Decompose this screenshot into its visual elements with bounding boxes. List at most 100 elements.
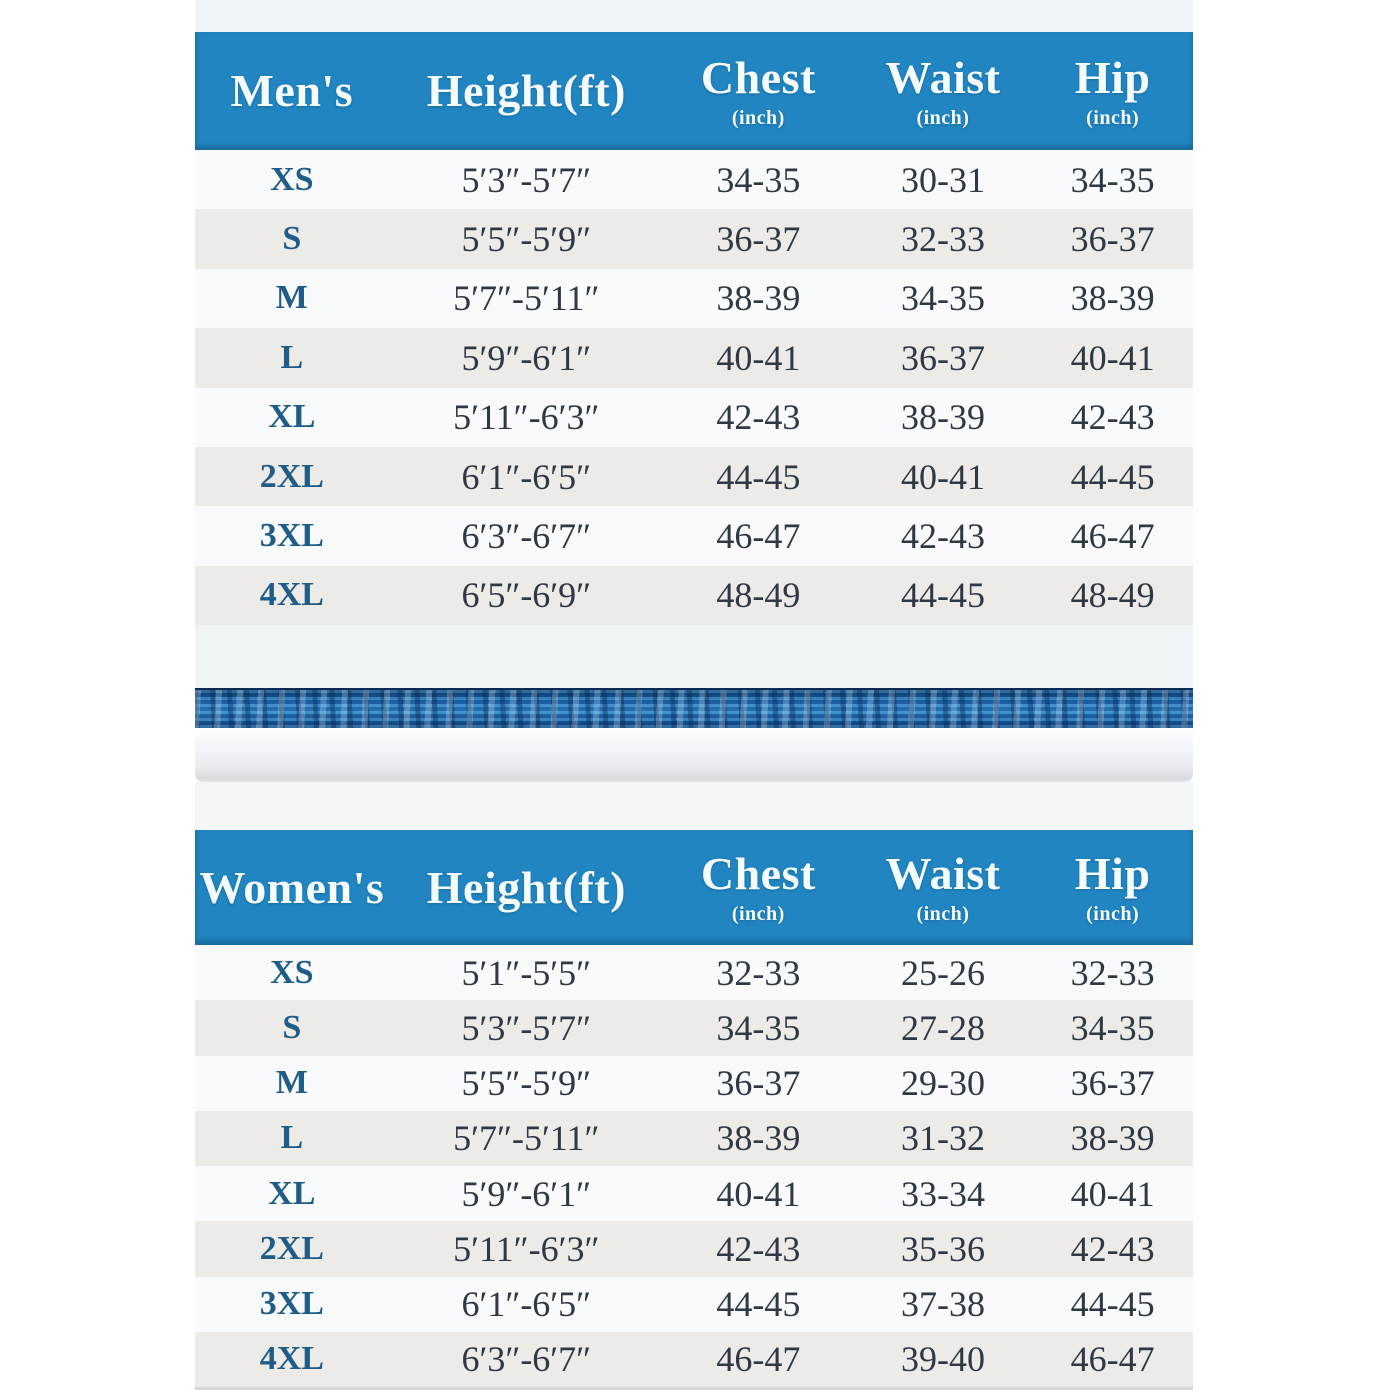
size-cell: XS	[270, 160, 314, 198]
mens-size-table: Men's Height(ft) Chest (inch) Waist (inc…	[194, 32, 1193, 625]
column-header-hip-unit: (inch)	[1086, 106, 1140, 129]
chest-cell: 32-33	[716, 952, 801, 993]
height-cell: 6′1″-6′5″	[461, 456, 592, 497]
column-header-waist-unit: (inch)	[916, 903, 970, 925]
table-row: 3XL 6′3″-6′7″ 46-47 42-43 46-47	[194, 506, 1193, 566]
table-row: M 5′7″-5′11″ 38-39 34-35 38-39	[194, 268, 1193, 329]
column-header-chest: Chest (inch)	[664, 51, 854, 128]
waist-cell: 34-35	[900, 278, 985, 319]
column-header-chest-label: Chest	[700, 51, 816, 103]
chest-cell: 44-45	[716, 1284, 801, 1325]
column-header-hip-unit: (inch)	[1086, 903, 1140, 925]
hip-cell: 36-37	[1070, 219, 1155, 260]
table-row: 4XL 6′5″-6′9″ 48-49 44-45 48-49	[194, 565, 1193, 625]
size-cell: L	[280, 338, 304, 376]
chest-cell: 46-47	[716, 515, 801, 556]
chest-cell: 36-37	[716, 219, 801, 260]
waist-cell: 25-26	[900, 952, 985, 993]
height-cell: 5′11″-6′3″	[453, 397, 600, 438]
chest-cell: 42-43	[716, 397, 801, 438]
waist-cell: 40-41	[900, 456, 985, 497]
column-header-hip-label: Hip	[1074, 51, 1151, 103]
height-cell: 6′3″-6′7″	[461, 515, 592, 556]
column-header-group-womens: Women's	[199, 861, 385, 913]
chest-cell: 40-41	[716, 337, 801, 378]
top-margin-strip	[194, 0, 1193, 32]
height-cell: 5′7″-5′11″	[453, 1118, 600, 1159]
height-cell: 5′9″-6′1″	[461, 337, 592, 378]
womens-table-header: Women's Height(ft) Chest (inch) Waist (i…	[194, 830, 1193, 945]
size-cell: XL	[268, 1174, 316, 1212]
waist-cell: 38-39	[900, 397, 985, 438]
size-cell: S	[282, 1008, 302, 1046]
chest-cell: 36-37	[716, 1063, 801, 1104]
hip-cell: 42-43	[1070, 1228, 1155, 1269]
column-header-chest-label: Chest	[700, 848, 816, 899]
size-cell: M	[275, 1064, 308, 1102]
table-row: 2XL 6′1″-6′5″ 44-45 40-41 44-45	[194, 446, 1193, 507]
height-cell: 5′9″-6′1″	[461, 1173, 592, 1214]
height-cell: 6′3″-6′7″	[461, 1339, 592, 1380]
hip-cell: 46-47	[1070, 515, 1155, 556]
chest-cell: 38-39	[716, 278, 801, 319]
waist-cell: 37-38	[900, 1284, 985, 1325]
column-header-hip-label: Hip	[1074, 848, 1151, 899]
size-cell: S	[282, 220, 302, 258]
column-header-waist-label: Waist	[885, 51, 1001, 103]
hip-cell: 32-33	[1070, 952, 1155, 993]
hip-cell: 40-41	[1070, 1173, 1155, 1214]
ocean-wave-strip-image	[194, 688, 1193, 728]
chest-cell: 46-47	[716, 1339, 801, 1380]
table-row: M 5′5″-5′9″ 36-37 29-30 36-37	[194, 1055, 1193, 1111]
pre-womens-strip	[194, 782, 1193, 830]
column-header-height: Height(ft)	[426, 65, 626, 116]
womens-size-table: Women's Height(ft) Chest (inch) Waist (i…	[194, 830, 1193, 1387]
chest-cell: 40-41	[716, 1173, 801, 1214]
size-cell: 4XL	[259, 1340, 324, 1378]
height-cell: 5′3″-5′7″	[461, 159, 592, 200]
height-cell: 5′5″-5′9″	[461, 219, 592, 260]
waist-cell: 36-37	[900, 337, 985, 378]
table-row: 4XL 6′3″-6′7″ 46-47 39-40 46-47	[194, 1331, 1193, 1387]
size-cell: XL	[268, 398, 316, 436]
womens-table-body: XS 5′1″-5′5″ 32-33 25-26 32-33 S 5′3″-5′7″ 34-3…	[194, 945, 1193, 1387]
hip-cell: 36-37	[1070, 1063, 1155, 1104]
hip-cell: 40-41	[1070, 337, 1155, 378]
waist-cell: 42-43	[900, 515, 985, 556]
height-cell: 5′7″-5′11″	[453, 278, 600, 319]
hip-cell: 42-43	[1070, 397, 1155, 438]
waist-cell: 27-28	[900, 1007, 985, 1048]
height-cell: 5′3″-5′7″	[461, 1007, 592, 1048]
size-cell: L	[280, 1119, 304, 1157]
height-cell: 6′1″-6′5″	[461, 1284, 592, 1325]
size-cell: M	[275, 279, 308, 317]
waist-cell: 35-36	[900, 1228, 985, 1269]
size-cell: 4XL	[259, 576, 324, 614]
size-cell: 2XL	[259, 457, 324, 495]
mens-table-header: Men's Height(ft) Chest (inch) Waist (inc…	[194, 32, 1193, 150]
height-cell: 6′5″-6′9″	[461, 575, 592, 616]
column-header-chest: Chest (inch)	[664, 848, 854, 925]
table-row: XS 5′1″-5′5″ 32-33 25-26 32-33	[194, 945, 1193, 1001]
table-row: L 5′9″-6′1″ 40-41 36-37 40-41	[194, 328, 1193, 388]
column-header-hip: Hip (inch)	[1033, 51, 1193, 129]
table-row: XS 5′3″-5′7″ 34-35 30-31 34-35	[194, 150, 1193, 210]
waist-cell: 44-45	[900, 575, 985, 616]
table-row: XL 5′9″-6′1″ 40-41 33-34 40-41	[194, 1166, 1193, 1222]
hip-cell: 44-45	[1070, 1284, 1155, 1325]
hip-cell: 34-35	[1070, 159, 1155, 200]
column-header-waist: Waist (inch)	[853, 851, 1033, 925]
waist-cell: 39-40	[900, 1339, 985, 1380]
chest-cell: 42-43	[716, 1228, 801, 1269]
chest-cell: 44-45	[716, 456, 801, 497]
chest-cell: 38-39	[716, 1118, 801, 1159]
chest-cell: 34-35	[716, 1007, 801, 1048]
between-tables-strip	[194, 625, 1193, 688]
size-cell: 2XL	[259, 1229, 324, 1267]
waist-cell: 32-33	[900, 219, 985, 260]
column-header-chest-unit: (inch)	[731, 903, 785, 925]
size-cell: XS	[270, 953, 314, 991]
waist-cell: 29-30	[900, 1063, 985, 1104]
hip-cell: 44-45	[1070, 456, 1155, 497]
column-header-hip: Hip (inch)	[1033, 848, 1193, 925]
